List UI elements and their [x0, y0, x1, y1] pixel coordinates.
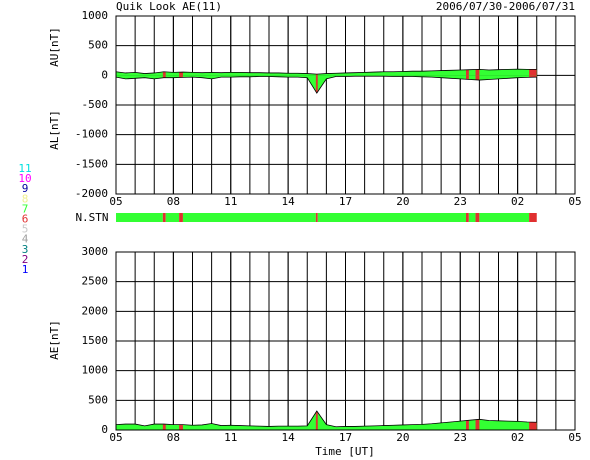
station-segment — [465, 213, 469, 222]
x-tick-label: 20 — [396, 431, 409, 444]
y-tick-label: 500 — [88, 39, 108, 52]
y-tick-label: 1000 — [82, 364, 109, 377]
x-tick-label: 08 — [167, 195, 180, 208]
y-axis-label: AL[nT] — [48, 110, 61, 150]
y-tick-label: 1500 — [82, 334, 109, 347]
x-tick-label: 17 — [339, 195, 352, 208]
y-tick-label: 0 — [101, 68, 108, 81]
station-overlay — [315, 411, 318, 430]
station-segment — [162, 213, 166, 222]
legend-entry: 4 — [22, 233, 29, 246]
station-overlay — [179, 75, 183, 78]
data-line — [115, 75, 537, 94]
station-segment — [317, 213, 466, 222]
y-tick-label: 0 — [101, 423, 108, 436]
x-tick-label: 08 — [167, 431, 180, 444]
plot-layer — [115, 68, 537, 94]
x-tick-label: 17 — [339, 431, 352, 444]
plot-frame — [115, 251, 576, 431]
station-segment — [468, 213, 476, 222]
data-line — [115, 68, 537, 75]
station-overlay — [162, 75, 166, 78]
station-overlay — [315, 75, 318, 94]
legend-entry: 11 — [18, 162, 31, 175]
plot-layer — [115, 410, 537, 430]
y-tick-label: 1000 — [82, 9, 109, 22]
date-range: 2006/07/30-2006/07/31 — [436, 0, 575, 13]
y-tick-label: 2500 — [82, 275, 109, 288]
legend-entry: 8 — [22, 192, 29, 205]
station-segment — [182, 213, 316, 222]
title: Quik Look AE(11) — [116, 0, 222, 13]
legend-entry: 7 — [22, 202, 29, 215]
x-tick-label: 05 — [568, 195, 581, 208]
y-axis-label: AU[nT] — [48, 27, 61, 67]
station-overlay — [162, 71, 166, 76]
y-axis-label: AE[nT] — [48, 320, 61, 360]
x-axis-label: Time [UT] — [315, 445, 375, 458]
legend-entry: 5 — [22, 223, 29, 236]
station-overlay — [465, 75, 469, 80]
x-tick-label: 14 — [282, 431, 296, 444]
station-segment — [165, 213, 180, 222]
y-tick-label: 500 — [88, 393, 108, 406]
data-line — [115, 410, 537, 428]
y-tick-label: -500 — [82, 98, 109, 111]
station-overlay — [465, 420, 469, 430]
plot-frame — [115, 15, 576, 195]
x-tick-label: 02 — [511, 195, 524, 208]
area — [116, 69, 537, 76]
station-overlay — [529, 69, 537, 76]
legend-entry: 2 — [22, 253, 29, 266]
station-segment — [475, 213, 480, 222]
station-segment — [479, 213, 530, 222]
x-tick-label: 05 — [568, 431, 581, 444]
legend-entry: 9 — [22, 182, 29, 195]
x-tick-label: 05 — [109, 431, 122, 444]
station-overlay — [529, 422, 537, 430]
station-segment — [529, 213, 537, 222]
legend-entry: 10 — [18, 172, 31, 185]
station-overlay — [475, 419, 480, 430]
strip-label: N.STN — [75, 211, 108, 224]
y-tick-label: 3000 — [82, 245, 109, 258]
station-segment — [116, 213, 163, 222]
station-segment — [179, 213, 183, 222]
x-tick-label: 23 — [454, 431, 467, 444]
station-overlay — [179, 424, 183, 430]
legend-entry: 6 — [22, 213, 29, 226]
station-overlay — [475, 75, 480, 81]
y-tick-label: -1000 — [75, 128, 108, 141]
y-tick-label: 2000 — [82, 304, 109, 317]
station-overlay — [162, 424, 166, 430]
x-tick-label: 14 — [282, 195, 296, 208]
area — [116, 411, 537, 430]
legend-entry: 3 — [22, 243, 29, 256]
station-overlay — [465, 69, 469, 76]
x-tick-label: 23 — [454, 195, 467, 208]
x-tick-label: 11 — [224, 195, 237, 208]
legend-entry: 1 — [22, 263, 29, 276]
station-overlay — [179, 72, 183, 76]
y-tick-label: -1500 — [75, 157, 108, 170]
y-tick-label: -2000 — [75, 187, 108, 200]
x-tick-label: 20 — [396, 195, 409, 208]
station-overlay — [475, 69, 480, 76]
x-tick-label: 02 — [511, 431, 524, 444]
x-tick-label: 11 — [224, 431, 237, 444]
station-segment — [315, 213, 318, 222]
x-tick-label: 05 — [109, 195, 122, 208]
